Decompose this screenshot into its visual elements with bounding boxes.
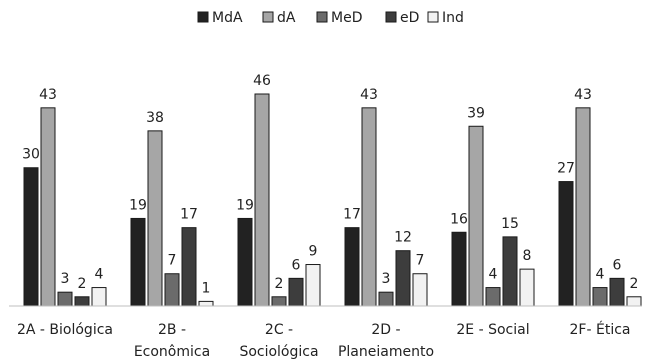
legend-swatch-ed [385, 11, 397, 23]
bar-da-cat3 [254, 93, 270, 307]
value-label-med-cat2: 7 [168, 253, 177, 269]
value-label-ind-cat6: 2 [630, 276, 639, 292]
value-label-da-cat6: 43 [574, 87, 592, 103]
bar-mda-cat6 [558, 181, 574, 307]
bar-med-cat2 [164, 273, 180, 307]
bar-med-cat6 [592, 287, 608, 307]
legend-item-da: dA [262, 10, 296, 26]
value-label-da-cat3: 46 [253, 73, 271, 89]
bar-mda-cat4 [344, 227, 360, 307]
legend-item-med: MeD [316, 10, 362, 26]
bar-med-cat5 [485, 287, 501, 307]
bar-ind-cat5 [519, 268, 535, 307]
legend-label-da: dA [277, 10, 296, 26]
bar-da-cat6 [575, 107, 591, 307]
value-label-med-cat6: 4 [596, 267, 605, 283]
bar-med-cat4 [378, 291, 394, 307]
bars-group [23, 93, 642, 307]
value-label-ind-cat4: 7 [416, 253, 425, 269]
value-label-ed-cat6: 6 [613, 257, 622, 273]
value-label-mda-cat2: 19 [129, 197, 147, 213]
value-label-ed-cat4: 12 [394, 230, 412, 246]
value-label-mda-cat6: 27 [557, 161, 575, 177]
value-label-da-cat5: 39 [467, 105, 485, 121]
bar-ed-cat5 [502, 236, 518, 307]
bar-ind-cat6 [626, 296, 642, 307]
bar-ed-cat1 [74, 296, 90, 307]
value-label-ed-cat1: 2 [78, 276, 87, 292]
bar-da-cat5 [468, 125, 484, 307]
category-label-cat5: 2E - Social [456, 322, 529, 338]
bar-ind-cat1 [91, 287, 107, 307]
legend-item-mda: MdA [197, 10, 243, 26]
legend-item-ind: Ind [427, 10, 464, 26]
value-label-med-cat3: 2 [275, 276, 284, 292]
bar-da-cat4 [361, 107, 377, 307]
legend: MdA dA MeD eD Ind [197, 10, 464, 26]
value-label-med-cat4: 3 [382, 271, 391, 287]
bar-ed-cat6 [609, 277, 625, 307]
bar-mda-cat1 [23, 167, 39, 307]
bar-med-cat3 [271, 296, 287, 307]
value-label-ed-cat5: 15 [501, 216, 519, 232]
value-label-mda-cat3: 19 [236, 197, 254, 213]
legend-label-ind: Ind [442, 10, 464, 26]
value-label-med-cat1: 3 [61, 271, 70, 287]
bar-ind-cat4 [412, 273, 428, 307]
value-label-ind-cat2: 1 [202, 280, 211, 296]
value-label-mda-cat1: 30 [22, 147, 40, 163]
value-label-ed-cat2: 17 [180, 207, 198, 223]
category-label-cat2: 2B -Econômica [134, 322, 210, 360]
bar-ed-cat3 [288, 277, 304, 307]
bar-da-cat1 [40, 107, 56, 307]
category-label-cat1: 2A - Biológica [17, 322, 113, 338]
legend-item-ed: eD [385, 10, 419, 26]
value-label-da-cat2: 38 [146, 110, 164, 126]
bar-mda-cat5 [451, 231, 467, 307]
bar-ind-cat3 [305, 264, 321, 307]
legend-swatch-med [316, 11, 328, 23]
bar-mda-cat3 [237, 217, 253, 307]
legend-label-ed: eD [400, 10, 419, 26]
bar-mda-cat2 [130, 217, 146, 307]
value-label-ind-cat1: 4 [95, 267, 104, 283]
bar-med-cat1 [57, 291, 73, 307]
bar-ed-cat4 [395, 250, 411, 307]
legend-swatch-ind [427, 11, 439, 23]
value-label-ind-cat5: 8 [523, 248, 532, 264]
legend-label-med: MeD [331, 10, 362, 26]
value-label-da-cat4: 43 [360, 87, 378, 103]
value-label-ind-cat3: 9 [309, 244, 318, 260]
legend-label-mda: MdA [212, 10, 243, 26]
legend-swatch-mda [197, 11, 209, 23]
value-label-mda-cat4: 17 [343, 207, 361, 223]
category-label-cat6: 2F- Ética [570, 321, 631, 338]
bar-da-cat2 [147, 130, 163, 307]
value-label-da-cat1: 43 [39, 87, 57, 103]
bar-ind-cat2 [198, 300, 214, 307]
category-label-cat4: 2D -Planeiamento [338, 322, 434, 360]
value-label-med-cat5: 4 [489, 267, 498, 283]
bar-ed-cat2 [181, 227, 197, 307]
category-label-cat3: 2C -Sociológica [239, 322, 318, 360]
legend-swatch-da [262, 11, 274, 23]
category-labels-group: 2A - Biológica 2B -Econômica 2C -Sociológi… [17, 321, 630, 360]
value-label-ed-cat3: 6 [292, 257, 301, 273]
value-label-mda-cat5: 16 [450, 211, 468, 227]
